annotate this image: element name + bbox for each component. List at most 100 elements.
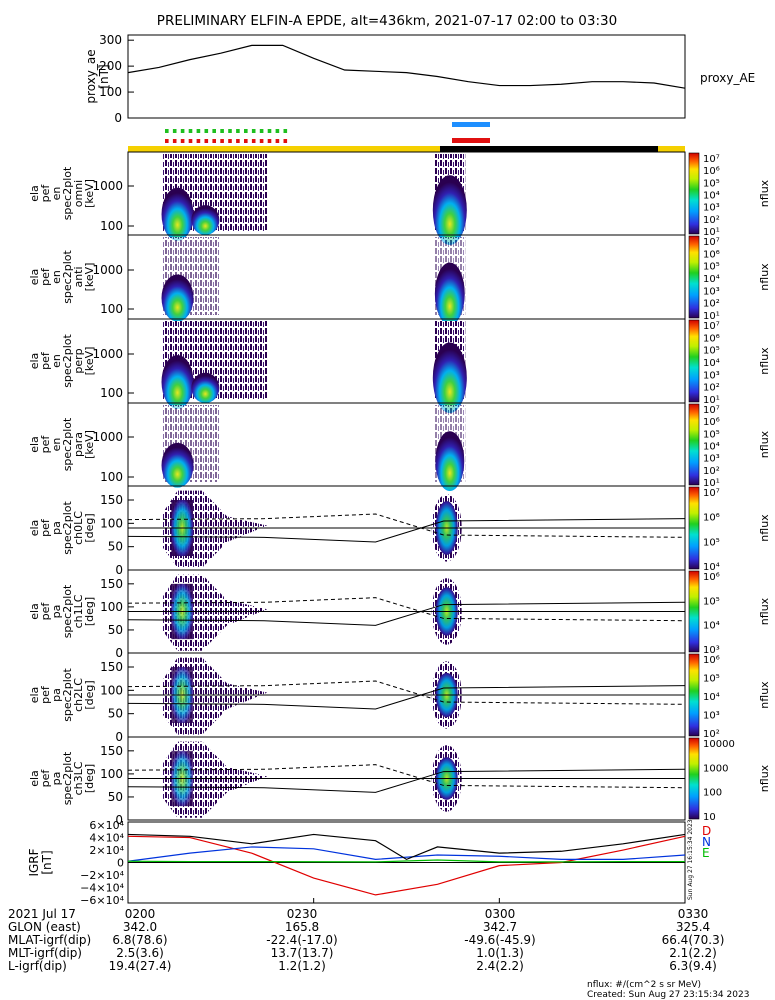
colorbar-label: nflux [758,514,771,542]
colorbar-tick-label: 10⁵ [703,674,720,685]
footer-note: nflux: #/(cm^2 s sr MeV) [587,980,701,990]
flux-blob [161,355,194,409]
footer-row-value: 66.4(70.3) [662,933,725,947]
panel-ylabel-line: ch0LC [72,511,85,545]
footer-row-value: 342.0 [123,920,157,934]
panel-ylabel-line: [deg] [83,513,96,542]
ae-ylabel: proxy_ae[nT] [84,49,111,103]
igrf-tick-label: −2×10⁴ [80,869,124,882]
panel-ylabel-line: ela [28,353,41,370]
footer-row-value: 1.2(1.2) [278,959,326,973]
igrf-legend-label: E [702,846,710,860]
panel-tick-label: 100 [100,219,123,233]
panel-ylabel-line: [keV] [83,430,96,459]
panel-ylabel: elapefenspec2plotomni[keV] [28,166,96,220]
spectrogram-panel: 150 100 50 0 elapefpaspec2plotch1LC[deg] 10⁶ 1… [28,569,771,660]
colorbar-tick-label: 10⁴ [703,562,720,573]
ae-tick-label: 300 [99,33,122,47]
flux-blob [191,205,220,235]
loss-cone-line [127,768,686,793]
footer-row-value: 165.8 [285,920,319,934]
colorbar [688,319,700,403]
panel-ylabel: elapefpaspec2plotch1LC[deg] [28,584,96,638]
colorbar [688,403,700,486]
panel-ylabel-line: en [50,187,63,201]
panel-ylabel-line: pa [50,772,63,786]
panel-ylabel-line: ela [28,185,41,202]
igrf-series-line [127,846,686,862]
ae-tick-label: 0 [114,111,122,125]
panel-tick-label: 100 [100,470,123,484]
panel-ylabel-line: [deg] [83,597,96,626]
colorbar-tick-label: 10⁴ [703,191,720,202]
yellow-status-bar [128,146,685,152]
red-marker [196,139,201,143]
chart-title: PRELIMINARY ELFIN-A EPDE, alt=436km, 202… [157,13,617,29]
colorbar-tick-label: 10² [703,215,720,226]
panel-ylabel-line: spec2plot [61,751,74,805]
red-marker [212,139,216,143]
footer-row-value: 325.4 [676,920,710,934]
panel-tick-label: 50 [108,623,123,637]
colorbar-tick-label: 10³ [703,711,720,722]
panel-ylabel: elapefenspec2plotperp[keV] [28,334,96,388]
footer-note: Created: Sun Aug 27 23:15:34 2023 [587,990,749,1000]
panel-ylabel-line: ch3LC [72,761,85,795]
red-marker [220,139,224,143]
spectrogram-panels: 1000100elapefenspec2plotomni[keV]10⁷10⁶1… [28,151,771,827]
blue-interval-bar [452,122,490,127]
red-marker [172,139,177,143]
panel-tick-label: 0 [115,813,123,827]
panel-ylabel-line: spec2plot [61,501,74,555]
proxy-ae-panel: 300 200 100 0 proxy_AE proxy_ae[nT] [84,33,755,125]
flux-blob [434,262,465,326]
colorbar-label: nflux [758,263,771,291]
panel-tick-label: 1000 [92,263,123,277]
colorbar-tick-label: 10⁶ [703,249,720,260]
green-marker [165,129,169,133]
colorbar-tick-label: 10¹ [703,227,720,238]
colorbar-tick-label: 10³ [703,286,720,297]
panel-tick-label: 0 [115,563,123,577]
colorbar-label: nflux [758,597,771,625]
footer-row-label: GLON (east) [8,920,81,934]
colorbar-tick-label: 10¹ [703,395,720,406]
panel-frame [127,736,686,821]
igrf-timestamp: Sun Aug 27 16:15:34 2023 [687,819,694,900]
panel-ylabel-line: ela [28,269,41,286]
panel-ylabel: elapefpaspec2plotch0LC[deg] [28,501,96,555]
panel-ylabel-line: en [50,354,63,368]
footer-row-value: 19.4(27.4) [109,959,172,973]
colorbar-tick-label: 10 [703,812,716,823]
colorbar-tick-label: 10⁶ [703,572,720,583]
footer-row-value: 0330 [678,907,709,921]
panel-ylabel-line: pef [39,518,52,537]
orbit-footer: 2021 Jul 17 0200 0230 0300 0330 GLON (east) 34… [8,907,749,1000]
panel-ylabel-line: pef [39,435,52,454]
colorbar [688,653,700,737]
flux-blob [432,342,467,414]
ae-tick-label: 200 [99,59,122,73]
red-marker [283,139,288,143]
panel-ylabel-line: spec2plot [61,250,74,304]
panel-tick-label: 1000 [92,347,123,361]
colorbar-tick-label: 10⁶ [703,655,720,666]
colorbar-tick-label: 100 [703,788,722,799]
panel-tick-label: 100 [100,302,123,316]
igrf-series-line [127,859,685,863]
loss-cone-line [127,597,686,622]
panel-ylabel-line: [keV] [83,347,96,376]
colorbar-label: nflux [758,681,771,709]
footer-row-value: 2.4(2.2) [476,959,524,973]
panel-ylabel-line: [keV] [83,263,96,292]
red-marker [244,139,248,143]
loss-cone-line [127,685,686,710]
panel-tick-label: 150 [100,660,123,674]
green-marker [228,129,232,133]
green-marker [283,129,288,133]
proxy-ae-line [127,44,686,89]
igrf-tick-label: 6×10⁴ [89,819,124,832]
panel-ylabel-line: pa [50,521,63,535]
panel-ylabel-line: ela [28,520,41,537]
